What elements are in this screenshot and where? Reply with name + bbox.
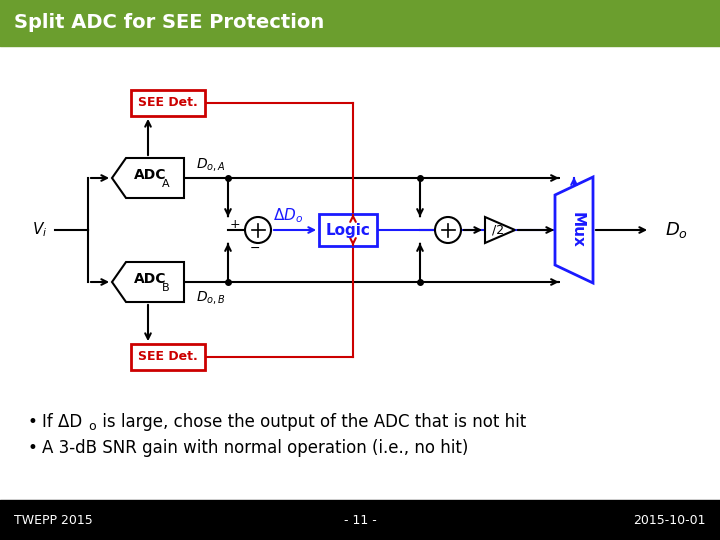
Polygon shape [112, 262, 184, 302]
Circle shape [245, 217, 271, 243]
Polygon shape [485, 217, 515, 243]
Text: A 3-dB SNR gain with normal operation (i.e., no hit): A 3-dB SNR gain with normal operation (i… [42, 439, 469, 457]
Text: $D_o$: $D_o$ [665, 220, 688, 240]
FancyBboxPatch shape [131, 90, 205, 116]
Text: SEE Det.: SEE Det. [138, 350, 198, 363]
Text: $V_i$: $V_i$ [32, 221, 47, 239]
Circle shape [435, 217, 461, 243]
Polygon shape [555, 177, 593, 283]
Text: $D_{o,A}$: $D_{o,A}$ [196, 156, 225, 172]
Text: /2: /2 [492, 224, 504, 237]
Text: TWEPP 2015: TWEPP 2015 [14, 514, 93, 526]
Text: 2015-10-01: 2015-10-01 [634, 514, 706, 526]
Text: $ΔD_o$: $ΔD_o$ [273, 207, 303, 225]
Text: ADC: ADC [134, 168, 166, 182]
Text: Split ADC for SEE Protection: Split ADC for SEE Protection [14, 14, 324, 32]
Text: +: + [230, 219, 240, 232]
Text: - 11 -: - 11 - [343, 514, 377, 526]
Text: SEE Det.: SEE Det. [138, 97, 198, 110]
Polygon shape [112, 158, 184, 198]
Text: B: B [162, 283, 170, 293]
Text: $D_{o,B}$: $D_{o,B}$ [196, 289, 225, 307]
Text: o: o [88, 420, 96, 433]
Text: A: A [162, 179, 170, 189]
Text: Mux: Mux [570, 212, 585, 248]
Text: •: • [28, 439, 38, 457]
Text: Logic: Logic [325, 222, 370, 238]
Text: •: • [28, 413, 38, 431]
Text: If ΔD: If ΔD [42, 413, 82, 431]
Text: is large, chose the output of the ADC that is not hit: is large, chose the output of the ADC th… [97, 413, 526, 431]
FancyBboxPatch shape [131, 344, 205, 370]
Text: −: − [250, 241, 260, 254]
Text: ADC: ADC [134, 272, 166, 286]
FancyBboxPatch shape [319, 214, 377, 246]
